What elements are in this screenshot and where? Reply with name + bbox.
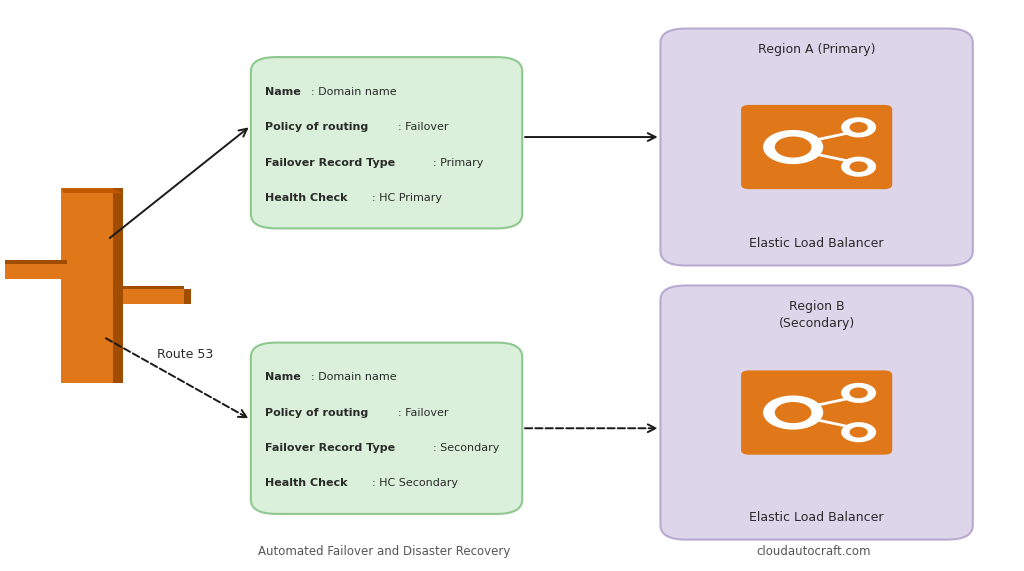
FancyBboxPatch shape	[61, 188, 113, 383]
Text: Region B
(Secondary): Region B (Secondary)	[778, 300, 855, 330]
FancyBboxPatch shape	[113, 188, 123, 383]
Text: Failover Record Type: Failover Record Type	[265, 158, 395, 168]
FancyBboxPatch shape	[123, 289, 184, 304]
FancyBboxPatch shape	[251, 343, 522, 514]
FancyBboxPatch shape	[5, 260, 67, 264]
Circle shape	[842, 118, 876, 136]
Circle shape	[842, 384, 876, 402]
Text: : Failover: : Failover	[398, 122, 449, 132]
FancyBboxPatch shape	[5, 264, 61, 279]
Circle shape	[842, 158, 876, 176]
FancyBboxPatch shape	[123, 286, 184, 289]
Text: : Domain name: : Domain name	[311, 87, 397, 97]
Text: Route 53: Route 53	[157, 348, 213, 360]
Text: : Domain name: : Domain name	[311, 372, 397, 383]
Text: Policy of routing: Policy of routing	[265, 408, 369, 418]
Polygon shape	[61, 188, 123, 193]
Text: Health Check: Health Check	[265, 193, 348, 203]
Circle shape	[775, 137, 811, 157]
Text: Failover Record Type: Failover Record Type	[265, 443, 395, 453]
Text: : HC Primary: : HC Primary	[372, 193, 441, 203]
Circle shape	[764, 396, 822, 429]
Circle shape	[850, 428, 867, 437]
Text: : Secondary: : Secondary	[433, 443, 500, 453]
FancyBboxPatch shape	[741, 105, 892, 189]
FancyBboxPatch shape	[741, 371, 892, 455]
FancyBboxPatch shape	[660, 29, 973, 266]
Text: : Failover: : Failover	[398, 408, 449, 418]
Text: Region A (Primary): Region A (Primary)	[758, 43, 876, 56]
Text: Automated Failover and Disaster Recovery: Automated Failover and Disaster Recovery	[258, 545, 510, 558]
Text: Name: Name	[265, 372, 301, 383]
Text: Name: Name	[265, 87, 301, 97]
Text: Elastic Load Balancer: Elastic Load Balancer	[750, 236, 884, 250]
Text: Policy of routing: Policy of routing	[265, 122, 369, 132]
Circle shape	[850, 123, 867, 132]
Circle shape	[775, 403, 811, 423]
Text: Elastic Load Balancer: Elastic Load Balancer	[750, 510, 884, 524]
Circle shape	[850, 162, 867, 171]
Circle shape	[842, 423, 876, 441]
Text: Health Check: Health Check	[265, 478, 348, 489]
FancyBboxPatch shape	[184, 289, 191, 304]
Circle shape	[850, 388, 867, 397]
FancyBboxPatch shape	[660, 286, 973, 540]
Text: cloudautocraft.com: cloudautocraft.com	[757, 545, 871, 558]
Text: : Primary: : Primary	[433, 158, 483, 168]
Circle shape	[764, 131, 822, 163]
FancyBboxPatch shape	[251, 57, 522, 228]
Text: : HC Secondary: : HC Secondary	[372, 478, 458, 489]
